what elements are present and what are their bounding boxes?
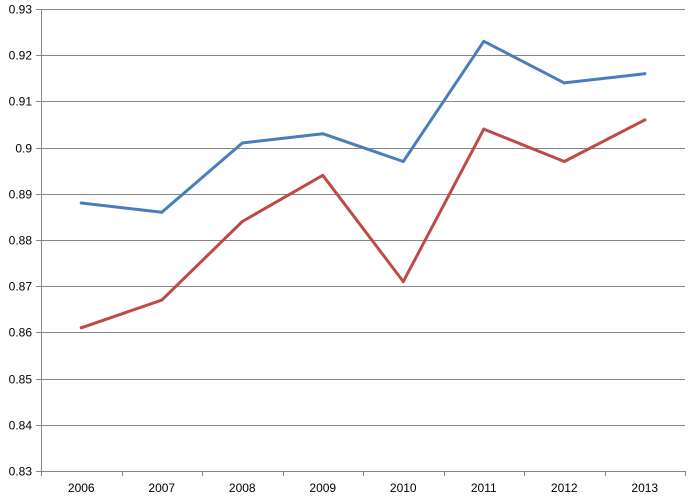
y-tick-label: 0.88 (9, 234, 33, 248)
x-tick-label: 2010 (390, 481, 417, 495)
series-group (79, 39, 647, 330)
y-axis-tick-labels: 0.83 0.84 0.85 0.86 0.87 0.88 0.89 0.9 0.91 0.92 0… (9, 3, 33, 479)
y-tick-label: 0.87 (9, 280, 33, 294)
data-point (562, 81, 566, 85)
data-point (562, 159, 566, 163)
y-tick-label: 0.86 (9, 326, 33, 340)
y-tick-label: 0.85 (9, 373, 33, 387)
y-tick-label: 0.92 (9, 49, 33, 63)
x-tick-label: 2008 (229, 481, 256, 495)
data-point (482, 127, 486, 131)
y-tick-label: 0.93 (9, 3, 33, 17)
data-point (482, 39, 486, 43)
data-point (643, 118, 647, 122)
data-point (240, 141, 244, 145)
data-point (401, 280, 405, 284)
y-tick-label: 0.83 (9, 465, 33, 479)
y-tick-label: 0.9 (15, 142, 32, 156)
data-point (643, 72, 647, 76)
data-point (79, 201, 83, 205)
data-point (240, 220, 244, 224)
data-point (160, 210, 164, 214)
data-point (160, 298, 164, 302)
axes (36, 9, 686, 476)
x-tick-label: 2013 (631, 481, 658, 495)
data-point (79, 326, 83, 330)
data-point (321, 173, 325, 177)
data-point (321, 132, 325, 136)
y-tick-label: 0.89 (9, 188, 33, 202)
series-line-1 (79, 39, 647, 214)
x-tick-label: 2012 (551, 481, 578, 495)
x-tick-label: 2011 (471, 481, 497, 495)
x-tick-label: 2009 (309, 481, 336, 495)
data-point (401, 159, 405, 163)
y-tick-label: 0.84 (9, 419, 33, 433)
x-tick-label: 2007 (148, 481, 175, 495)
series-line-2 (79, 118, 647, 330)
y-tick-label: 0.91 (9, 95, 33, 109)
x-tick-label: 2006 (68, 481, 95, 495)
x-axis-tick-labels: 2006 2007 2008 2009 2010 2011 2012 2013 (68, 481, 659, 495)
gridlines (41, 9, 685, 472)
